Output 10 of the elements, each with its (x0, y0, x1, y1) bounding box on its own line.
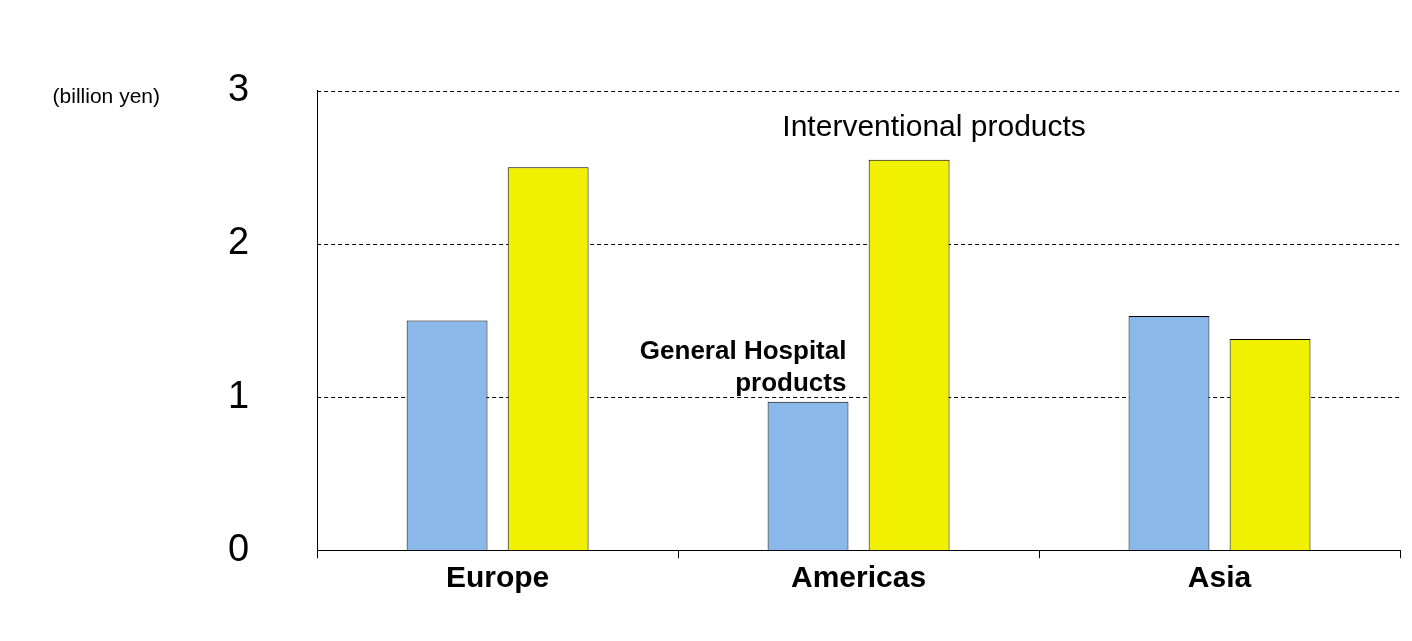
series-label: General Hospital products (639, 334, 847, 397)
x-tick-label: Americas (791, 560, 927, 594)
y-tick-label: 2 (227, 220, 250, 263)
x-tick-label: Europe (445, 560, 550, 594)
x-tick-label: Asia (1187, 560, 1252, 594)
y-tick-label: 3 (227, 67, 250, 110)
y-axis-title: (billion yen) (52, 83, 160, 107)
y-tick-label: 1 (227, 373, 250, 416)
series-label: Interventional products (782, 108, 1086, 142)
y-tick-label: 0 (227, 526, 250, 569)
